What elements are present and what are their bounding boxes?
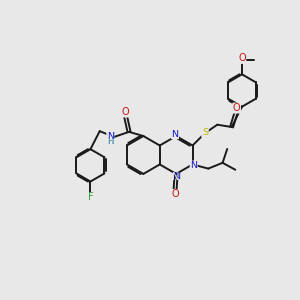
Text: O: O	[233, 103, 241, 113]
Text: O: O	[121, 107, 129, 117]
Text: F: F	[88, 193, 93, 202]
Text: H: H	[107, 136, 113, 146]
Text: O: O	[121, 107, 129, 117]
Text: N: N	[107, 132, 114, 141]
Text: N: N	[172, 130, 178, 139]
Text: N: N	[190, 161, 197, 170]
Text: S: S	[202, 128, 208, 137]
Text: N: N	[170, 131, 177, 140]
Text: O: O	[171, 190, 179, 200]
Text: N: N	[172, 172, 180, 182]
Text: N: N	[107, 132, 114, 141]
Text: H: H	[107, 137, 113, 146]
Text: F: F	[88, 193, 93, 202]
Text: S: S	[202, 128, 208, 137]
Text: N: N	[173, 172, 180, 182]
Text: O: O	[238, 53, 246, 63]
Text: O: O	[233, 103, 241, 113]
Text: O: O	[238, 53, 246, 63]
Text: O: O	[171, 190, 179, 200]
